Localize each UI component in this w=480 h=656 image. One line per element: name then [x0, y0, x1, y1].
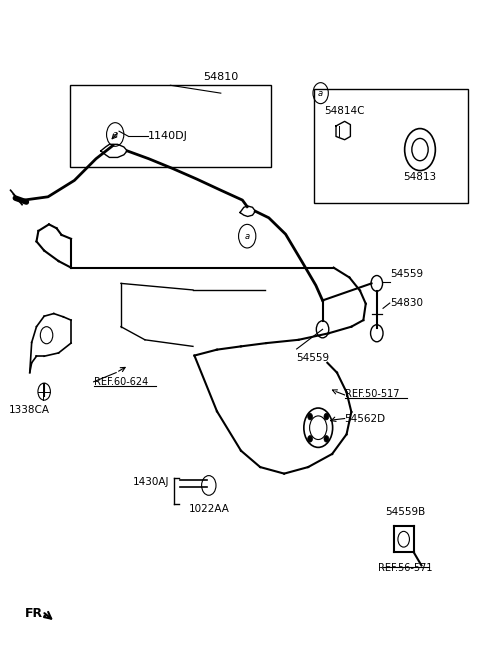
Circle shape [308, 436, 312, 442]
Text: 1338CA: 1338CA [9, 405, 50, 415]
Text: a: a [113, 130, 118, 139]
Text: 54814C: 54814C [324, 106, 365, 116]
Text: 54559B: 54559B [385, 507, 426, 517]
Text: a: a [245, 232, 250, 241]
Text: a: a [318, 89, 323, 98]
Circle shape [324, 436, 329, 442]
Text: 54559: 54559 [390, 269, 423, 279]
Text: 54562D: 54562D [345, 413, 386, 424]
Text: 1022AA: 1022AA [188, 504, 229, 514]
Circle shape [308, 413, 312, 420]
Text: 54559: 54559 [297, 353, 330, 363]
Text: 54830: 54830 [390, 298, 423, 308]
Text: REF.60-624: REF.60-624 [94, 377, 148, 387]
Text: 54813: 54813 [403, 172, 437, 182]
Text: REF.50-517: REF.50-517 [345, 388, 399, 399]
Text: 54810: 54810 [203, 72, 239, 82]
Text: 1430AJ: 1430AJ [132, 477, 169, 487]
Circle shape [324, 413, 329, 420]
Text: FR.: FR. [25, 607, 48, 620]
Text: 1140DJ: 1140DJ [148, 131, 188, 142]
Text: REF.56-571: REF.56-571 [378, 563, 433, 573]
